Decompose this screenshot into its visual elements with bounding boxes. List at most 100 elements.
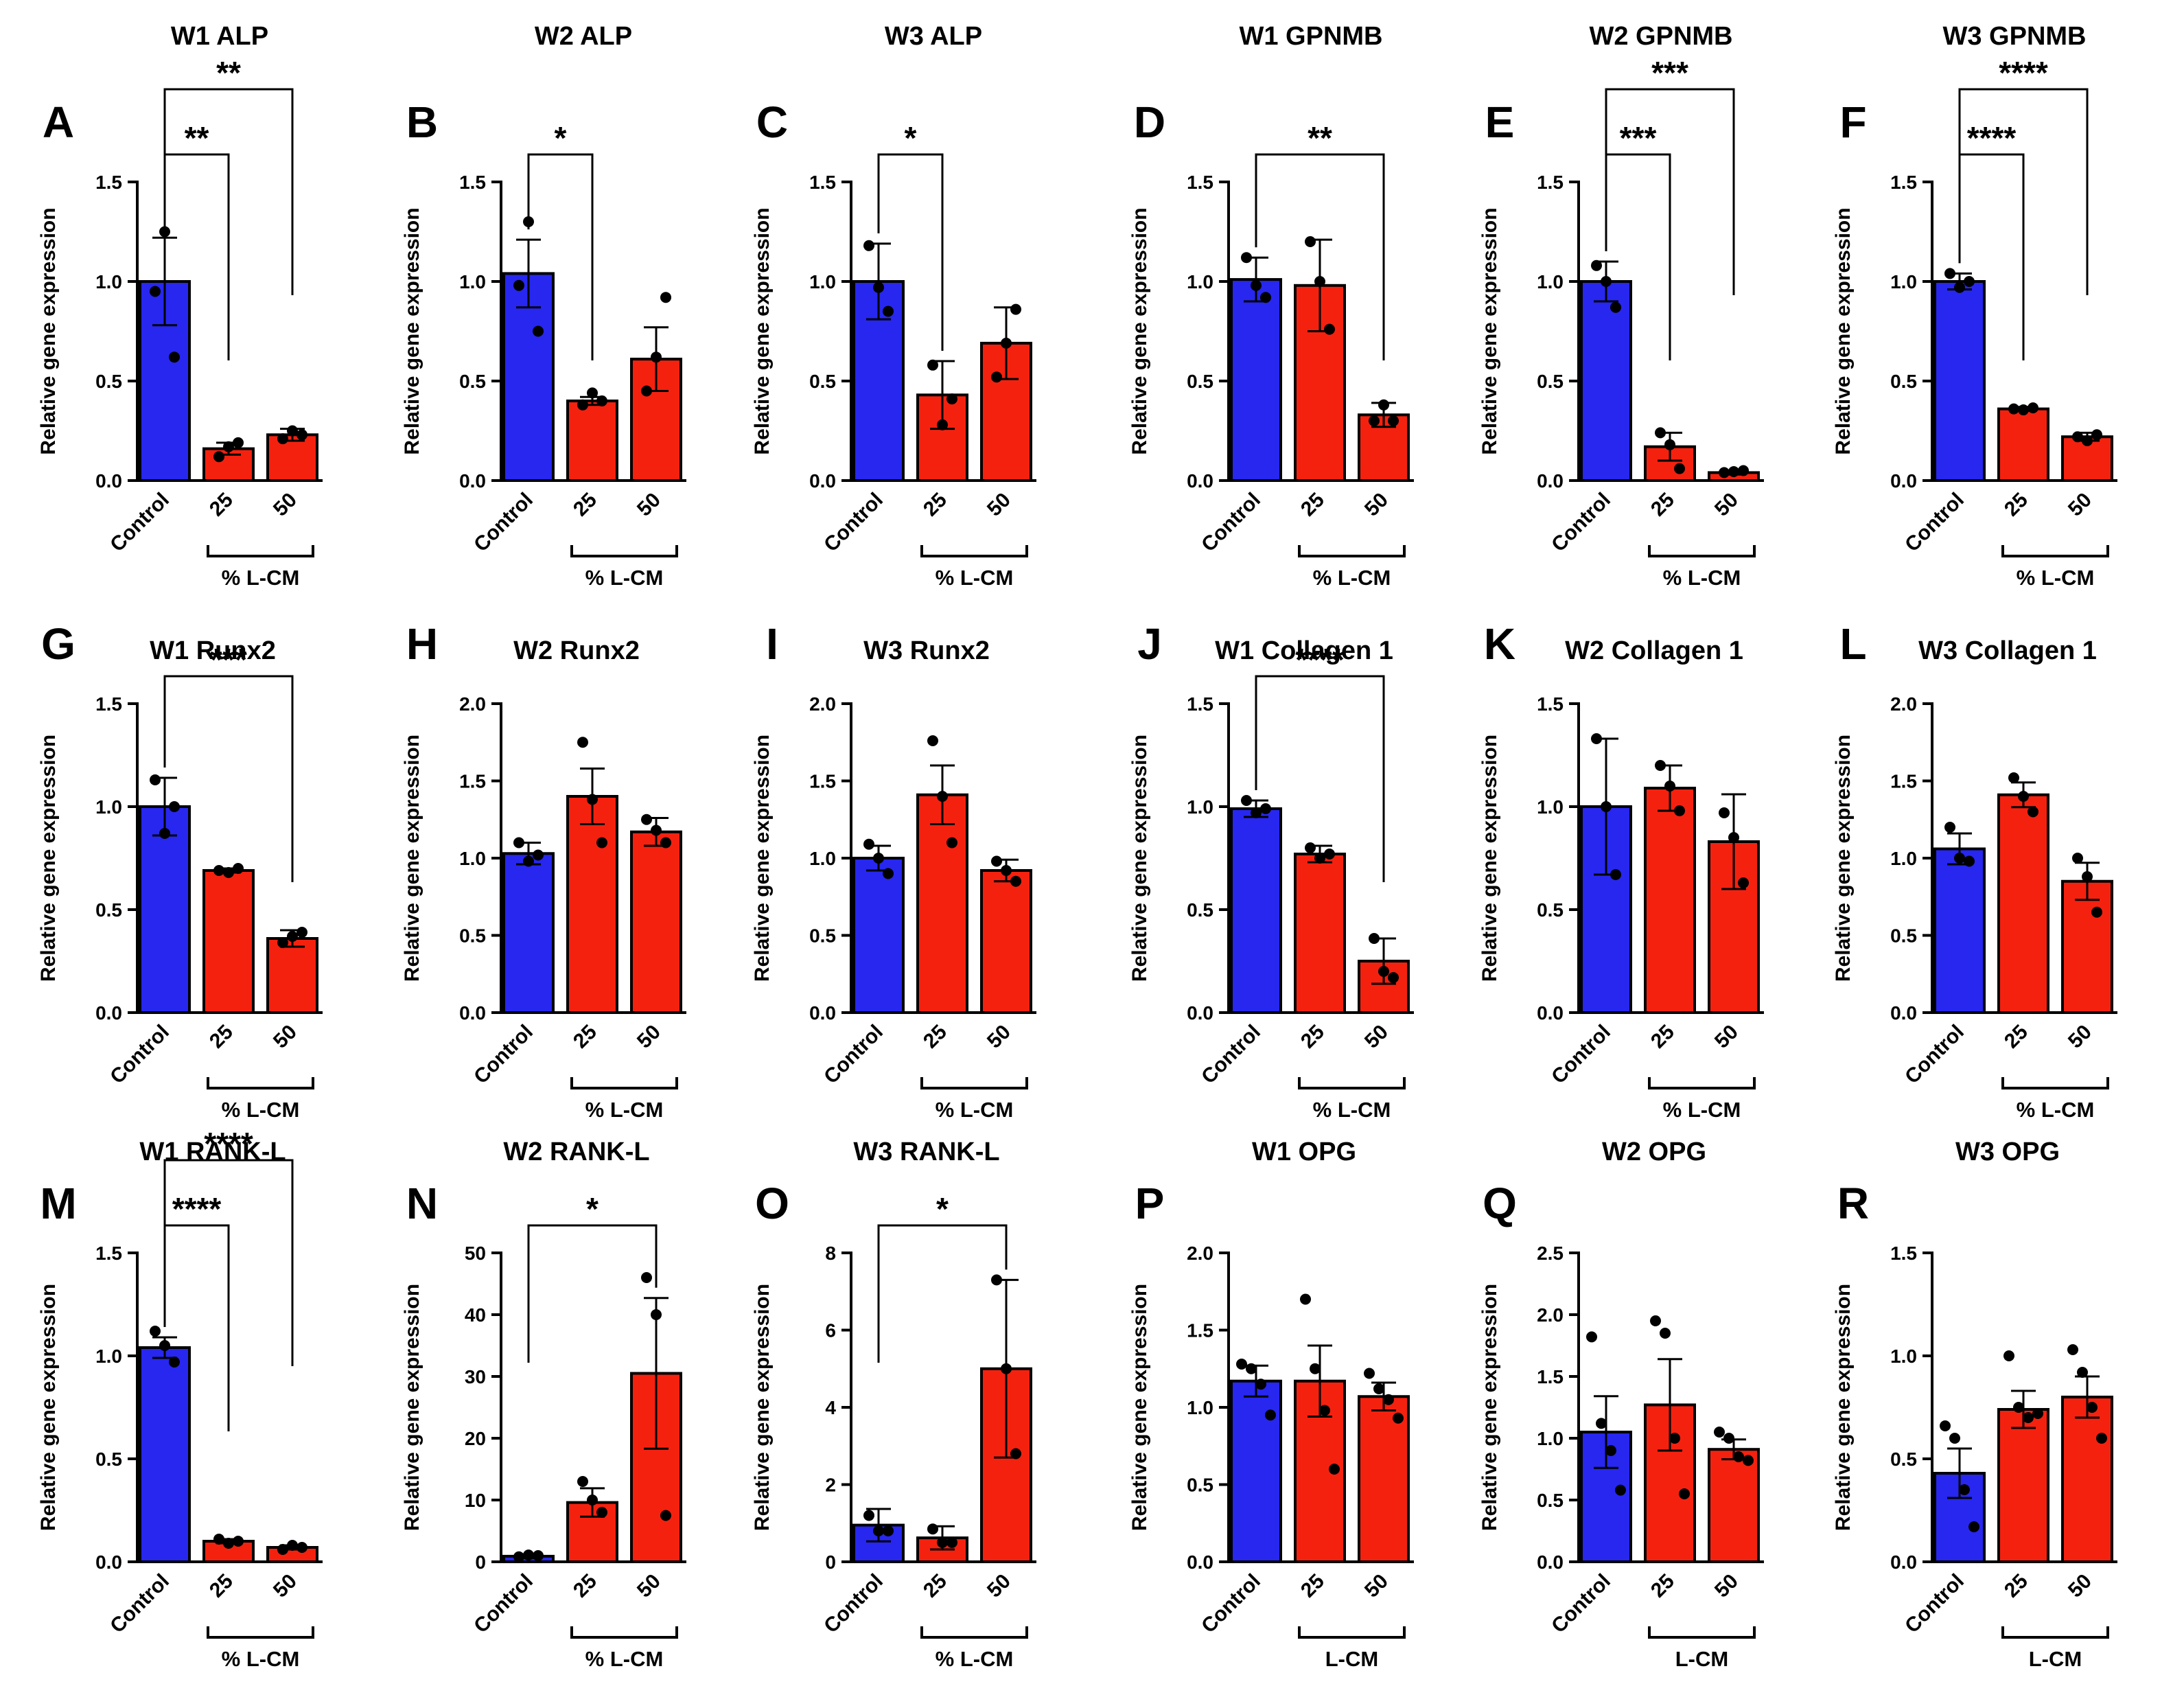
data-point — [1669, 1433, 1680, 1444]
group-bracket — [207, 1077, 314, 1089]
y-tick-label: 0.0 — [1187, 470, 1213, 492]
y-tick-label: 40 — [465, 1304, 486, 1326]
y-tick-label: 0.5 — [1537, 371, 1564, 392]
data-point — [587, 387, 598, 399]
x-category-label: 50 — [1360, 1021, 1393, 1053]
y-tick-label: 1.0 — [1537, 796, 1564, 818]
data-point — [1610, 301, 1621, 313]
data-point — [1944, 822, 1955, 833]
data-point — [596, 1507, 607, 1518]
data-point — [2032, 1408, 2043, 1419]
x-category-label: Control — [469, 1021, 537, 1089]
group-bracket — [570, 1077, 678, 1089]
x-category-label: 50 — [1360, 1570, 1393, 1602]
y-tick-label: 1.0 — [809, 848, 836, 869]
y-tick-label: 1.0 — [95, 271, 122, 292]
data-point — [1001, 337, 1012, 349]
bar-control — [1933, 847, 1986, 1014]
bar-50 — [980, 869, 1032, 1014]
bar-control — [1580, 280, 1632, 482]
bar-50 — [266, 937, 318, 1014]
group-label: % L-CM — [222, 566, 300, 590]
significance-label: **** — [172, 1191, 222, 1227]
panel-n: W2 RANK-L N 0 10 20 30 40 50 Relative gene expre… — [401, 1138, 686, 1671]
data-point — [2067, 1344, 2078, 1355]
panel-title: W3 Runx2 — [863, 636, 990, 665]
panel-a: W1 ALP A 0.0 0.5 1.0 1.5 Relative gene express… — [37, 22, 323, 590]
panel-letter: B — [406, 97, 438, 147]
y-tick-label: 1.5 — [1187, 693, 1213, 715]
bar-control — [1230, 807, 1282, 1014]
x-category-label: 50 — [269, 1021, 301, 1053]
data-point — [1719, 467, 1730, 478]
data-point — [1738, 877, 1749, 888]
y-tick-label: 1.5 — [95, 693, 122, 715]
y-axis-label: Relative gene expression — [37, 1284, 60, 1531]
y-axis-label: Relative gene expression — [37, 735, 60, 982]
data-point — [1964, 276, 1975, 287]
panel-e: W2 GPNMB E 0.0 0.5 1.0 1.5 Relative gene expre… — [1478, 22, 1764, 590]
y-tick-label: 1.0 — [1890, 271, 1917, 292]
significance-bracket — [1605, 88, 1735, 295]
panel-letter: Q — [1483, 1179, 1517, 1228]
y-tick-label: 0.0 — [1187, 1002, 1213, 1024]
y-axis-label: Relative gene expression — [1832, 207, 1855, 454]
bar-control — [1230, 1379, 1282, 1563]
y-axis-label: Relative gene expression — [1478, 735, 1501, 982]
panel-title: W3 RANK-L — [853, 1138, 999, 1166]
panel-f: W3 GPNMB F 0.0 0.5 1.0 1.5 Relative gene expre… — [1832, 22, 2117, 590]
y-tick-label: 0.0 — [1537, 470, 1564, 492]
y-tick-label: 1.5 — [1537, 693, 1564, 715]
y-tick-label: 1.5 — [1890, 1243, 1917, 1264]
panel-j: W1 Collagen 1 J 0.0 0.5 1.0 1.5 Relative gene … — [1128, 619, 1414, 1122]
group-bracket — [1648, 1077, 1756, 1089]
bar-25 — [1997, 407, 2049, 482]
y-tick-label: 0.5 — [809, 371, 836, 392]
data-point — [1664, 439, 1675, 450]
x-category-label: 50 — [633, 489, 665, 521]
panel-q: W2 OPG Q 0.0 0.5 1.0 1.5 2.0 2.5 Relative gene e… — [1478, 1138, 1764, 1671]
data-point — [991, 855, 1002, 867]
y-tick-label: 1.0 — [95, 1346, 122, 1367]
x-category-label: 25 — [2000, 1570, 2032, 1602]
data-point — [1655, 427, 1666, 439]
data-point — [660, 1510, 671, 1521]
data-point — [2028, 806, 2038, 818]
panel-title: W3 GPNMB — [1943, 22, 2087, 51]
data-point — [660, 837, 671, 849]
y-tick-label: 1.0 — [1890, 848, 1917, 869]
data-point — [1719, 807, 1730, 818]
significance-label: * — [936, 1191, 949, 1227]
data-point — [1674, 805, 1685, 816]
y-tick-label: 0.5 — [95, 899, 122, 921]
significance-bracket — [1255, 153, 1385, 360]
significance-bracket — [1255, 675, 1385, 882]
significance-label: **** — [204, 1126, 253, 1162]
bar-25 — [1997, 793, 2049, 1014]
data-point — [287, 425, 298, 437]
data-point — [1586, 1331, 1597, 1343]
significance-label: **** — [1295, 642, 1345, 678]
data-point — [873, 1525, 884, 1536]
y-tick-label: 20 — [465, 1428, 486, 1449]
data-point — [2072, 853, 2083, 864]
group-label: % L-CM — [936, 1098, 1014, 1122]
y-axis-label: Relative gene expression — [1128, 207, 1151, 454]
x-category-label: 50 — [2064, 1570, 2096, 1602]
data-point — [651, 351, 662, 363]
data-point — [1650, 1315, 1661, 1326]
data-point — [233, 1536, 244, 1547]
group-bracket — [570, 1626, 678, 1639]
y-tick-label: 30 — [465, 1366, 486, 1387]
significance-bracket — [163, 675, 294, 882]
x-category-label: 25 — [1647, 1570, 1679, 1602]
y-tick-label: 0 — [475, 1552, 486, 1573]
data-point — [297, 927, 307, 938]
data-point — [641, 385, 652, 397]
y-tick-label: 1.0 — [459, 848, 486, 869]
panel-h: W2 Runx2 H 0.0 0.5 1.0 1.5 2.0 Relative gene ex… — [401, 619, 686, 1122]
y-tick-label: 0.0 — [1890, 1002, 1917, 1024]
x-category-label: 25 — [2000, 1021, 2032, 1053]
data-point — [596, 837, 607, 849]
group-bracket — [1648, 545, 1756, 557]
